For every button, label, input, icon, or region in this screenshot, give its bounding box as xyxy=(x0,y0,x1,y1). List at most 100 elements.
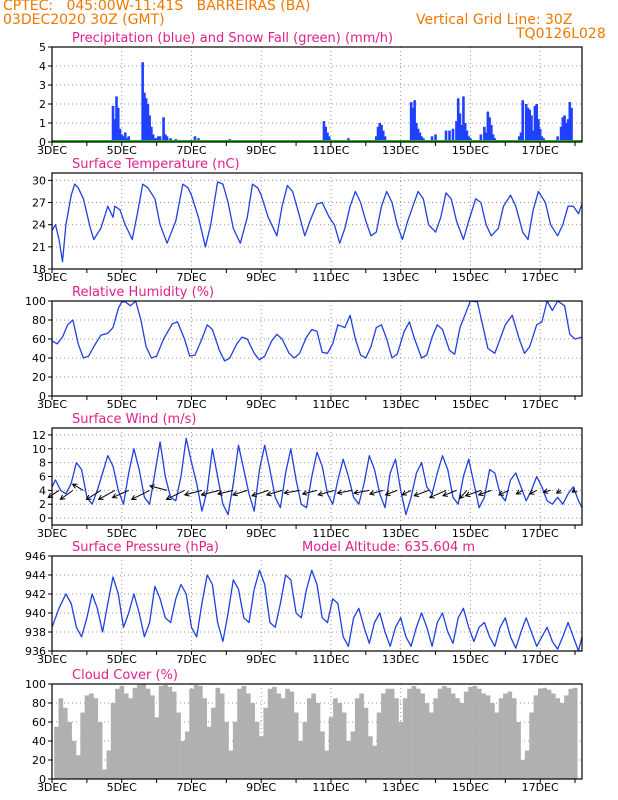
temperature-xtick-label: 9DEC xyxy=(246,271,276,284)
cloud-bar xyxy=(132,687,138,779)
wind-arrow xyxy=(528,489,537,495)
precip-bar xyxy=(524,104,528,142)
precip-bar xyxy=(120,134,124,142)
cloud-bar xyxy=(302,722,308,779)
precip-bar xyxy=(533,105,537,142)
wind-arrow xyxy=(216,489,234,496)
cloud_cover-ytick-label: 60 xyxy=(32,716,46,729)
precip-bar xyxy=(158,136,162,142)
humidity-xtick-label: 9DEC xyxy=(246,398,276,411)
wind-arrow xyxy=(251,489,269,498)
precipitation-xtick-label: 7DEC xyxy=(176,144,206,157)
cloud-bar xyxy=(158,685,164,779)
wind-xtick-label: 11DEC xyxy=(312,527,349,540)
cloud-bar xyxy=(498,698,504,779)
wind-ytick-label: 8 xyxy=(39,457,46,470)
cloud-bar xyxy=(420,693,425,779)
cloud-bar xyxy=(280,698,286,779)
precip-bar xyxy=(528,109,531,142)
cloud-bar xyxy=(381,693,386,779)
wind-arrow xyxy=(413,489,429,497)
cloud-bar xyxy=(289,691,295,779)
wind-arrow xyxy=(384,489,398,496)
cloud-bar xyxy=(306,698,312,779)
cloud-bar xyxy=(546,689,552,779)
cloud-bar xyxy=(93,698,99,779)
precip-bar xyxy=(521,100,525,142)
temperature-ytick-label: 30 xyxy=(32,174,46,187)
precip-bar xyxy=(151,134,155,142)
wind-arrow xyxy=(442,489,457,497)
wind-arrow xyxy=(97,489,116,500)
precip-bar xyxy=(162,117,165,142)
cloud-bar xyxy=(67,722,72,779)
precip-bar xyxy=(118,128,122,142)
temperature-xtick-label: 17DEC xyxy=(522,271,559,284)
cloud-bar xyxy=(276,693,282,779)
cloud-bar xyxy=(176,712,181,779)
precip-bar xyxy=(458,113,462,142)
cloud-bar xyxy=(245,693,251,779)
cloud-bar xyxy=(372,745,378,779)
pressure-xtick-label: 11DEC xyxy=(312,653,349,666)
cloud-bar xyxy=(328,717,334,779)
wind-arrow xyxy=(71,483,84,491)
precip-bar xyxy=(456,98,460,142)
precip-bar xyxy=(483,126,486,142)
cloud-bar xyxy=(389,688,395,779)
precip-bar xyxy=(463,123,467,142)
cloud-bar xyxy=(272,686,277,779)
cloud-bar xyxy=(507,691,513,779)
cloud-bar xyxy=(446,687,452,779)
header-model-code: TQ0126L028 xyxy=(516,26,606,42)
cloud-bar xyxy=(250,703,255,779)
wind-line xyxy=(51,437,583,516)
pressure-line xyxy=(51,569,583,652)
precip-bar xyxy=(150,126,153,142)
precip-bar xyxy=(490,124,493,142)
wind-frame xyxy=(51,427,583,526)
cloud-bar xyxy=(463,691,469,779)
cloud-bar xyxy=(320,731,325,779)
header-grid-note: Vertical Grid Line: 30Z xyxy=(416,12,573,28)
precip-bar xyxy=(530,115,533,142)
cloud-bar xyxy=(184,731,190,779)
humidity-xtick-label: 3DEC xyxy=(37,398,67,411)
cloud_cover-xtick-label: 5DEC xyxy=(107,781,137,794)
cloud-bar xyxy=(232,722,238,779)
wind-arrow xyxy=(85,489,102,500)
temperature-xtick-label: 13DEC xyxy=(382,271,419,284)
cloud-bar xyxy=(481,693,486,779)
cloud-bar xyxy=(97,722,103,779)
cloud-bar xyxy=(485,695,491,779)
precip-bar xyxy=(127,136,131,142)
precip-bar xyxy=(517,136,521,142)
precip-bar xyxy=(116,107,120,142)
cloud-bar xyxy=(415,688,421,779)
cloud-bar xyxy=(398,722,404,779)
cloud-bar xyxy=(568,688,574,779)
precip-bar xyxy=(376,126,380,142)
temperature-ytick-label: 27 xyxy=(32,197,46,210)
temperature-ytick-label: 21 xyxy=(32,241,46,254)
precip-bar xyxy=(380,124,383,142)
cloud_cover-xtick-label: 13DEC xyxy=(382,781,419,794)
humidity-title: Relative Humidity (%) xyxy=(72,285,214,300)
precip-bar xyxy=(444,130,448,142)
wind-arrow xyxy=(368,489,384,496)
cloud-bar xyxy=(476,688,482,779)
cloud-bar xyxy=(106,750,112,779)
cloud-bar xyxy=(145,688,151,779)
pressure-panel: Surface Pressure (hPa) Model Altitude: 63… xyxy=(25,540,583,666)
cloud-bar xyxy=(189,688,194,779)
humidity-xtick-label: 13DEC xyxy=(382,398,419,411)
cloud-bar xyxy=(341,712,347,779)
precip-bar xyxy=(111,105,115,142)
temperature-xtick-label: 15DEC xyxy=(452,271,489,284)
humidity-frame xyxy=(51,300,583,397)
cloud-bar xyxy=(110,703,116,779)
cloud-bar xyxy=(71,741,77,779)
cloud-bar xyxy=(171,691,177,779)
wind-arrow xyxy=(301,489,318,496)
wind-ytick-label: 4 xyxy=(39,484,46,497)
